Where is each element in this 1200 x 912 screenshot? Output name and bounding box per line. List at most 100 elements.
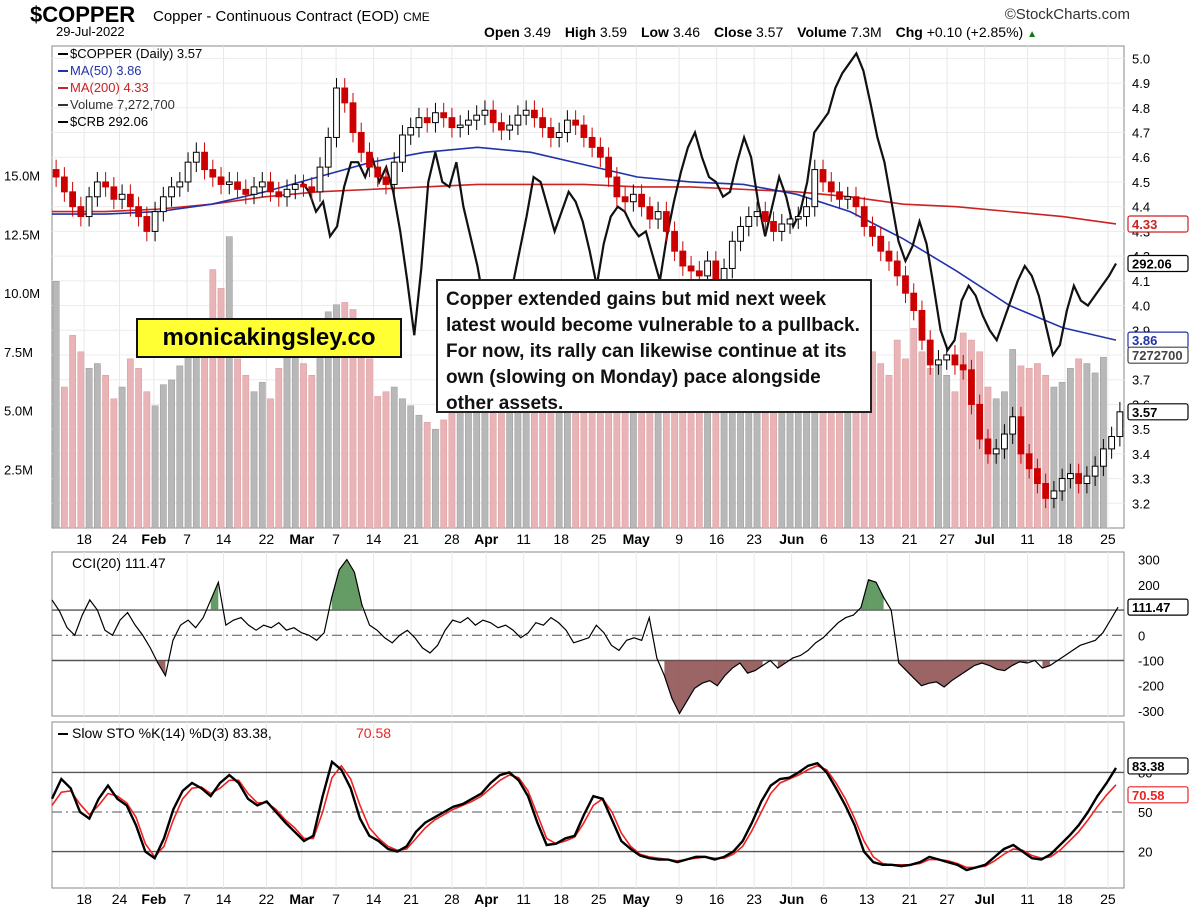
candle-body — [605, 156, 613, 178]
candle-body — [761, 211, 769, 222]
volume-bar — [1058, 382, 1066, 529]
legend-crb: $CRB 292.06 — [70, 114, 148, 129]
x-tick-label: 27 — [939, 531, 955, 547]
candle-body — [258, 181, 266, 188]
candle-body — [770, 220, 777, 232]
volume-bar — [1042, 375, 1050, 529]
volume-bar — [1075, 358, 1083, 529]
x-tick-label: 25 — [1100, 531, 1116, 547]
candle-body — [300, 183, 307, 188]
candle-body — [52, 169, 60, 178]
volume-bar — [192, 339, 200, 529]
volume-bar — [522, 405, 530, 529]
candle-body — [217, 176, 225, 185]
candle-body — [448, 117, 456, 129]
x-tick-label: 24 — [112, 531, 128, 547]
volume-bar — [184, 351, 192, 529]
candle-body — [498, 122, 505, 131]
cci-tick-label: -200 — [1138, 679, 1164, 694]
volume-bar — [432, 429, 439, 529]
candle-body — [522, 109, 530, 116]
candle-body — [613, 176, 621, 198]
candle-body — [1067, 473, 1074, 480]
brand-link[interactable]: ©StockCharts.com — [1004, 6, 1130, 23]
volume-bar — [786, 410, 794, 529]
candle-body — [910, 292, 918, 311]
cci-title: CCI(20) 111.47 — [72, 555, 166, 571]
x-tick-label: 16 — [709, 891, 725, 907]
candle-body — [415, 117, 423, 129]
candle-body — [283, 188, 291, 198]
y-tick-label: 4.7 — [1132, 126, 1150, 141]
candle-body — [357, 132, 365, 153]
volume-bar — [794, 398, 802, 529]
candle-body — [852, 196, 860, 208]
y-tick-label: 4.9 — [1132, 76, 1150, 91]
candle-body — [184, 161, 192, 183]
candle-body — [456, 124, 464, 129]
instrument-name-text: Copper - Continuous Contract (EOD) — [153, 8, 399, 25]
watermark: monicakingsley.co — [136, 318, 402, 358]
cci-tick-label: -300 — [1138, 704, 1164, 719]
x-tick-label: 7 — [332, 891, 340, 907]
candle-body — [712, 260, 720, 282]
candle-body — [1116, 411, 1124, 438]
candle-body — [531, 109, 538, 119]
ohlc-readout: Open 3.49 High 3.59 Low 3.46 Close 3.57 … — [484, 24, 1037, 40]
x-tick-label: 13 — [859, 531, 875, 547]
ma50-price-tag: 3.86 — [1132, 333, 1157, 348]
x-tick-label: 7 — [183, 891, 191, 907]
candle-body — [662, 211, 670, 232]
candle-body — [77, 206, 85, 218]
candle-body — [489, 109, 497, 124]
candle-body — [596, 146, 604, 158]
exchange-label: CME — [403, 10, 430, 24]
x-tick-label: 6 — [820, 891, 828, 907]
candle-body — [539, 117, 547, 129]
candle-body — [671, 230, 678, 252]
candle-body — [885, 250, 893, 262]
x-tick-label: 28 — [444, 891, 460, 907]
x-tick-label: Feb — [141, 891, 166, 907]
crb-line — [301, 51, 1117, 358]
chart-date: 29-Jul-2022 — [56, 24, 125, 39]
open-label: Open — [484, 24, 520, 40]
candle-body — [1009, 416, 1017, 435]
candle-body — [159, 196, 167, 213]
volume-bar — [951, 391, 959, 529]
candle-body — [275, 191, 283, 198]
volume-bar — [1050, 386, 1058, 529]
candle-body — [382, 176, 390, 185]
candle-body — [102, 181, 109, 188]
high-value: 3.59 — [599, 24, 628, 40]
candle-body — [547, 127, 555, 138]
volume-price-tag: 7272700 — [1132, 348, 1183, 363]
x-tick-label: Jul — [975, 531, 995, 547]
cci-overbought-fill — [331, 559, 362, 611]
candle-body — [935, 359, 942, 366]
crb-price-tag-box — [1127, 254, 1189, 273]
ma200-price-tag-box — [1127, 215, 1189, 233]
sto-d-title: 70.58 — [356, 725, 391, 741]
x-tick-label: 18 — [76, 891, 92, 907]
x-tick-label: 18 — [1057, 531, 1073, 547]
candle-body — [399, 134, 406, 163]
high-label: High — [564, 24, 596, 40]
candle-body — [737, 225, 744, 242]
candle-body — [646, 206, 654, 220]
volume-bar — [399, 398, 406, 529]
volume-bar — [448, 412, 456, 529]
x-tick-label: May — [623, 531, 650, 547]
x-tick-label: Jul — [975, 891, 995, 907]
x-tick-label: 25 — [591, 531, 607, 547]
candle-body — [803, 206, 810, 218]
cci-line — [51, 558, 1119, 715]
candle-body — [267, 181, 274, 193]
volume-bar — [316, 344, 324, 529]
candle-body — [1017, 416, 1025, 455]
ma50-line — [52, 146, 1117, 341]
candle-body — [572, 119, 580, 126]
x-tick-label: 11 — [516, 891, 531, 907]
volume-bar — [85, 367, 93, 529]
volume-bar — [473, 398, 481, 529]
